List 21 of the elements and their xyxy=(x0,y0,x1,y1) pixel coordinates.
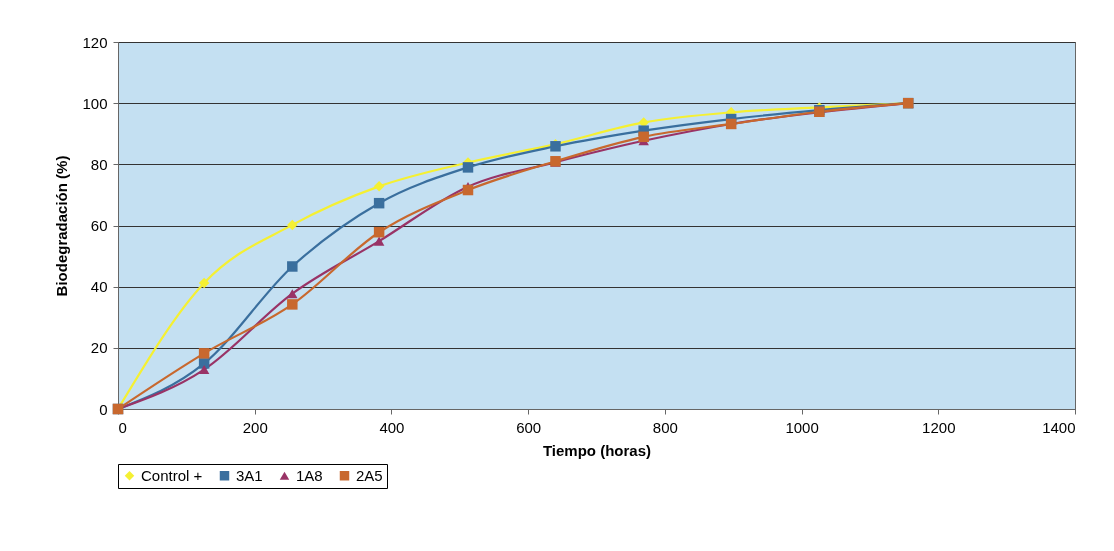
x-tick-label: 1200 xyxy=(922,418,956,436)
x-tick-label: 0 xyxy=(118,418,127,436)
y-tick-label: 120 xyxy=(82,33,108,51)
y-tick-label: 60 xyxy=(90,217,108,234)
y-tick-label: 100 xyxy=(82,94,108,112)
y-tick-label: 80 xyxy=(90,155,108,173)
legend-label: 1A8 xyxy=(296,466,323,484)
legend-label: Control + xyxy=(141,466,203,484)
x-tick-label: 400 xyxy=(379,418,405,436)
y-tick-label: 0 xyxy=(99,400,108,418)
x-tick-label: 200 xyxy=(242,418,268,436)
y-axis-title: Biodegradación (%) xyxy=(53,155,71,297)
x-tick-label: 1000 xyxy=(785,418,819,436)
x-tick-label: 800 xyxy=(652,418,678,436)
legend-label: 3A1 xyxy=(236,466,263,484)
x-axis-title: Tiempo (horas) xyxy=(542,441,652,459)
y-tick-label: 40 xyxy=(90,278,108,296)
x-tick-label: 600 xyxy=(516,418,542,436)
x-tick-label: 1400 xyxy=(1042,418,1076,436)
y-tick-label: 20 xyxy=(90,339,108,357)
legend-label: 2A5 xyxy=(356,466,383,484)
